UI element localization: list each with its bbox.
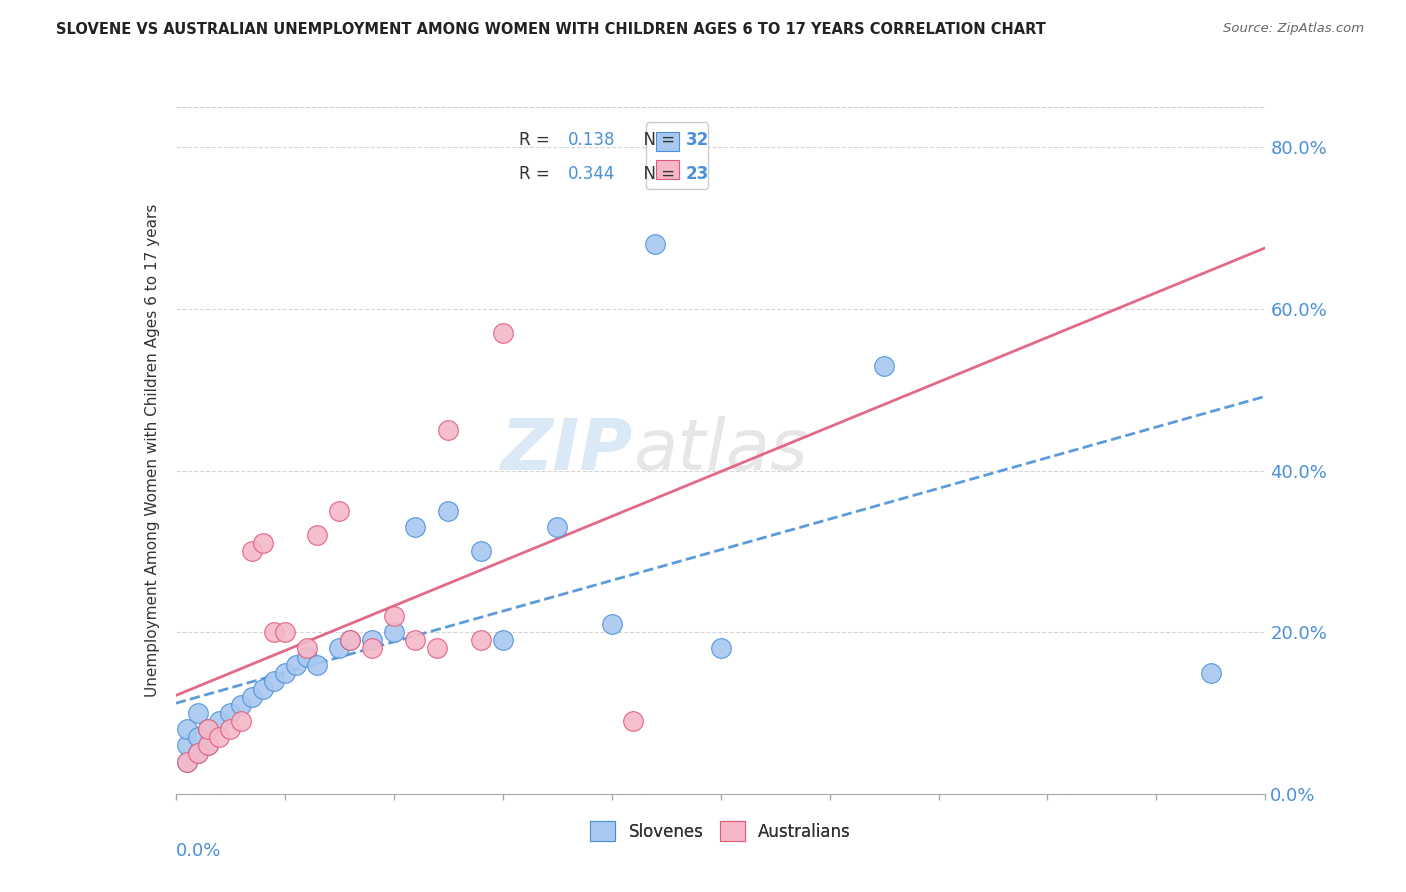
Point (492, 633, 515, 648)
Point (307, 657, 329, 672)
Point (382, 609, 405, 624)
Text: 0.0%: 0.0% (176, 842, 221, 860)
Point (263, 673, 285, 688)
Point (644, 237, 666, 252)
Text: ZIP: ZIP (501, 416, 633, 485)
Text: N =: N = (633, 165, 681, 184)
Point (437, 423, 460, 437)
Point (263, 625, 285, 640)
Point (470, 633, 492, 648)
Legend: Slovenes, Australians: Slovenes, Australians (583, 814, 858, 847)
Point (197, 739, 219, 753)
Point (252, 536, 274, 550)
Point (339, 633, 361, 648)
Point (274, 625, 297, 640)
Text: 0.344: 0.344 (568, 165, 616, 184)
Point (405, 633, 427, 648)
Point (492, 326, 515, 341)
Point (240, 690, 263, 704)
Point (186, 747, 209, 761)
Point (437, 504, 460, 518)
Point (231, 714, 253, 728)
Point (197, 723, 219, 737)
Point (546, 520, 568, 534)
Point (197, 739, 219, 753)
Text: R =: R = (519, 131, 560, 149)
Text: 23: 23 (686, 165, 709, 184)
Point (426, 641, 449, 656)
Point (295, 641, 318, 656)
Text: 0.138: 0.138 (568, 131, 616, 149)
Point (360, 633, 382, 648)
Point (710, 641, 733, 656)
Point (208, 714, 231, 728)
Point (252, 681, 274, 696)
Point (621, 714, 644, 728)
Point (284, 657, 307, 672)
Point (307, 528, 329, 542)
Y-axis label: Unemployment Among Women with Children Ages 6 to 17 years: Unemployment Among Women with Children A… (145, 203, 160, 698)
Point (274, 665, 297, 680)
Text: N =: N = (633, 131, 681, 149)
Text: atlas: atlas (633, 416, 808, 485)
Point (231, 698, 253, 712)
Text: SLOVENE VS AUSTRALIAN UNEMPLOYMENT AMONG WOMEN WITH CHILDREN AGES 6 TO 17 YEARS : SLOVENE VS AUSTRALIAN UNEMPLOYMENT AMONG… (56, 22, 1046, 37)
Point (176, 739, 198, 753)
Point (1199, 665, 1222, 680)
Point (186, 731, 209, 745)
Point (186, 747, 209, 761)
Point (240, 544, 263, 558)
Text: Source: ZipAtlas.com: Source: ZipAtlas.com (1223, 22, 1364, 36)
Point (382, 625, 405, 640)
Point (600, 617, 623, 632)
Point (197, 723, 219, 737)
Point (219, 706, 242, 720)
Point (176, 723, 198, 737)
Point (219, 723, 242, 737)
Point (328, 641, 350, 656)
Point (405, 520, 427, 534)
Text: R =: R = (519, 165, 560, 184)
Point (470, 544, 492, 558)
Point (186, 706, 209, 720)
Point (360, 641, 382, 656)
Point (328, 504, 350, 518)
Point (873, 359, 896, 373)
Point (208, 731, 231, 745)
Point (176, 755, 198, 769)
Text: 32: 32 (686, 131, 709, 149)
Point (339, 633, 361, 648)
Point (176, 755, 198, 769)
Point (295, 649, 318, 664)
